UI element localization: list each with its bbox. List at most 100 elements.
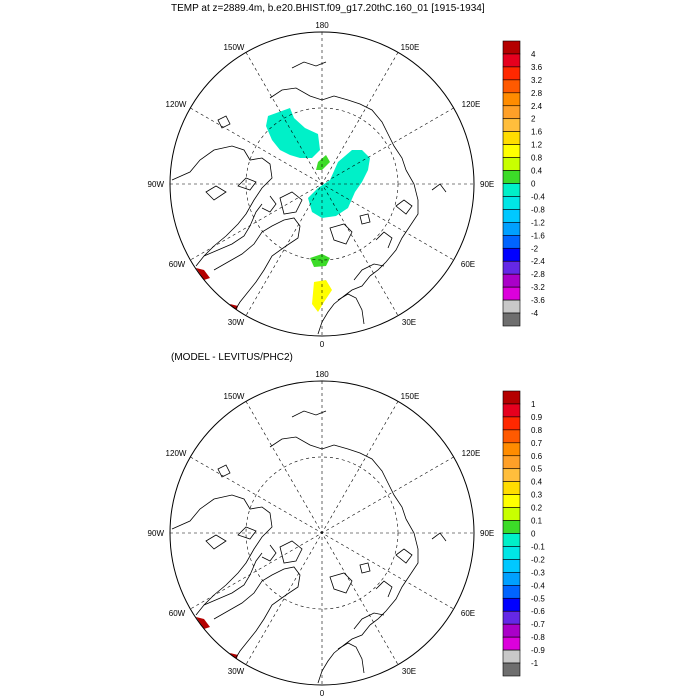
colorbar-tick-label: -0.8 [531, 633, 545, 642]
lon-label-120e: 120E [462, 449, 481, 458]
colorbar-swatch [502, 144, 521, 158]
colorbar-swatch [502, 157, 521, 171]
bottom-map-boundary [169, 380, 475, 686]
top-graticule [170, 32, 474, 336]
colorbar-swatch [502, 442, 521, 457]
colorbar-tick-label: -0.7 [531, 620, 545, 629]
colorbar-swatch [502, 429, 521, 444]
colorbar-tick-label: -0.1 [531, 542, 545, 551]
colorbar-swatch [502, 286, 521, 301]
lon-label-90e: 90E [480, 529, 494, 538]
colorbar-swatch [502, 273, 521, 288]
colorbar-tick-label: 1 [531, 400, 536, 409]
bottom-map-title: (MODEL - LEVITUS/PHC2) [171, 352, 293, 363]
lon-label-120w: 120W [166, 449, 187, 458]
colorbar-tick-label: 1.2 [531, 141, 543, 150]
colorbar-swatch [502, 597, 521, 612]
lon-label-150w: 150W [224, 392, 245, 401]
colorbar-swatch [502, 572, 521, 586]
colorbar-swatch [502, 662, 521, 677]
colorbar-tick-label: 0.8 [531, 426, 543, 435]
lon-label-30w: 30W [228, 318, 245, 327]
colorbar-swatch [502, 390, 521, 405]
top-map-boundary [169, 31, 475, 337]
colorbar-swatch [502, 468, 521, 482]
colorbar-tick-label: 0.6 [531, 452, 543, 461]
colorbar-tick-label: -0.4 [531, 192, 545, 201]
colorbar-tick-label: 4 [531, 50, 536, 59]
colorbar-swatch [502, 196, 521, 210]
lon-label-60w: 60W [169, 609, 186, 618]
colorbar-tick-label: -2.4 [531, 257, 545, 266]
colorbar-tick-label: 0.3 [531, 491, 543, 500]
colorbar-swatch [502, 40, 521, 55]
colorbar-swatch [502, 636, 521, 651]
colorbar-tick-label: 2.8 [531, 89, 543, 98]
colorbar-tick-label: 0 [531, 180, 536, 189]
colorbar-tick-label: -3.6 [531, 296, 545, 305]
red-anomaly-region [196, 268, 210, 280]
top-map-title: TEMP at z=2889.4m, b.e20.BHIST.f09_g17.2… [171, 3, 485, 14]
colorbar-tick-label: -1.6 [531, 231, 545, 240]
colorbar-swatch [502, 403, 521, 418]
lon-label-30w: 30W [228, 667, 245, 676]
colorbar-swatch [502, 559, 521, 573]
colorbar-tick-label: -3.2 [531, 283, 545, 292]
top-coastlines [171, 61, 447, 335]
colorbar-tick-label: 0.9 [531, 413, 543, 422]
colorbar-swatch [502, 247, 521, 262]
bottom-colorbar: 1 0.9 0.8 0.7 0.6 0.5 0.4 0.3 0.2 0.1 0 -0.1 -0.2 -0.… [502, 390, 545, 677]
colorbar-swatch [502, 610, 521, 625]
colorbar-swatch [502, 623, 521, 638]
bottom-coastlines [171, 410, 447, 684]
colorbar-tick-label: -0.3 [531, 568, 545, 577]
lon-label-0: 0 [320, 340, 325, 349]
lon-label-150e: 150E [401, 43, 420, 52]
colorbar-swatch [502, 520, 521, 534]
lon-label-60e: 60E [461, 609, 475, 618]
lon-label-60e: 60E [461, 260, 475, 269]
colorbar-tick-label: -0.2 [531, 555, 545, 564]
colorbar-swatch [502, 92, 521, 107]
green-anomaly-region [310, 254, 330, 267]
colorbar-swatch [502, 105, 521, 120]
colorbar-tick-label: -2.8 [531, 270, 545, 279]
colorbar-swatch [502, 131, 521, 145]
lon-label-30e: 30E [402, 667, 416, 676]
lon-label-90w: 90W [148, 180, 165, 189]
colorbar-swatch [502, 53, 521, 68]
lon-label-150e: 150E [401, 392, 420, 401]
colorbar-tick-label: 0.7 [531, 439, 543, 448]
colorbar-swatch [502, 494, 521, 508]
green-anomaly-region [316, 155, 330, 170]
colorbar-swatch [502, 209, 521, 223]
colorbar-swatch [502, 183, 521, 197]
colorbar-swatch [502, 260, 521, 275]
colorbar-swatch [502, 312, 521, 327]
lon-label-120e: 120E [462, 100, 481, 109]
colorbar-tick-label: 2.4 [531, 102, 543, 111]
colorbar-tick-label: -0.5 [531, 594, 545, 603]
red-anomaly-region [196, 617, 210, 629]
colorbar-swatch [502, 118, 521, 132]
bottom-data-fill [196, 617, 238, 661]
colorbar-swatch [502, 222, 521, 236]
colorbar-swatch [502, 235, 521, 249]
lon-label-180: 180 [315, 21, 329, 30]
colorbar-tick-label: 1.6 [531, 128, 543, 137]
colorbar-tick-label: -2 [531, 244, 539, 253]
bottom-polar-map: 180 0 90W 90E 150W 150E 120W 120E 60W 60… [148, 370, 546, 698]
colorbar-tick-label: -0.8 [531, 205, 545, 214]
lon-label-0: 0 [320, 689, 325, 698]
lon-label-60w: 60W [169, 260, 186, 269]
bottom-graticule [170, 381, 474, 685]
colorbar-tick-label: -1 [531, 659, 539, 668]
colorbar-tick-label: 3.6 [531, 63, 543, 72]
colorbar-swatch [502, 649, 521, 664]
lon-label-30e: 30E [402, 318, 416, 327]
colorbar-swatch [502, 66, 521, 81]
lon-label-120w: 120W [166, 100, 187, 109]
lon-label-90w: 90W [148, 529, 165, 538]
colorbar-tick-label: 0.4 [531, 478, 543, 487]
